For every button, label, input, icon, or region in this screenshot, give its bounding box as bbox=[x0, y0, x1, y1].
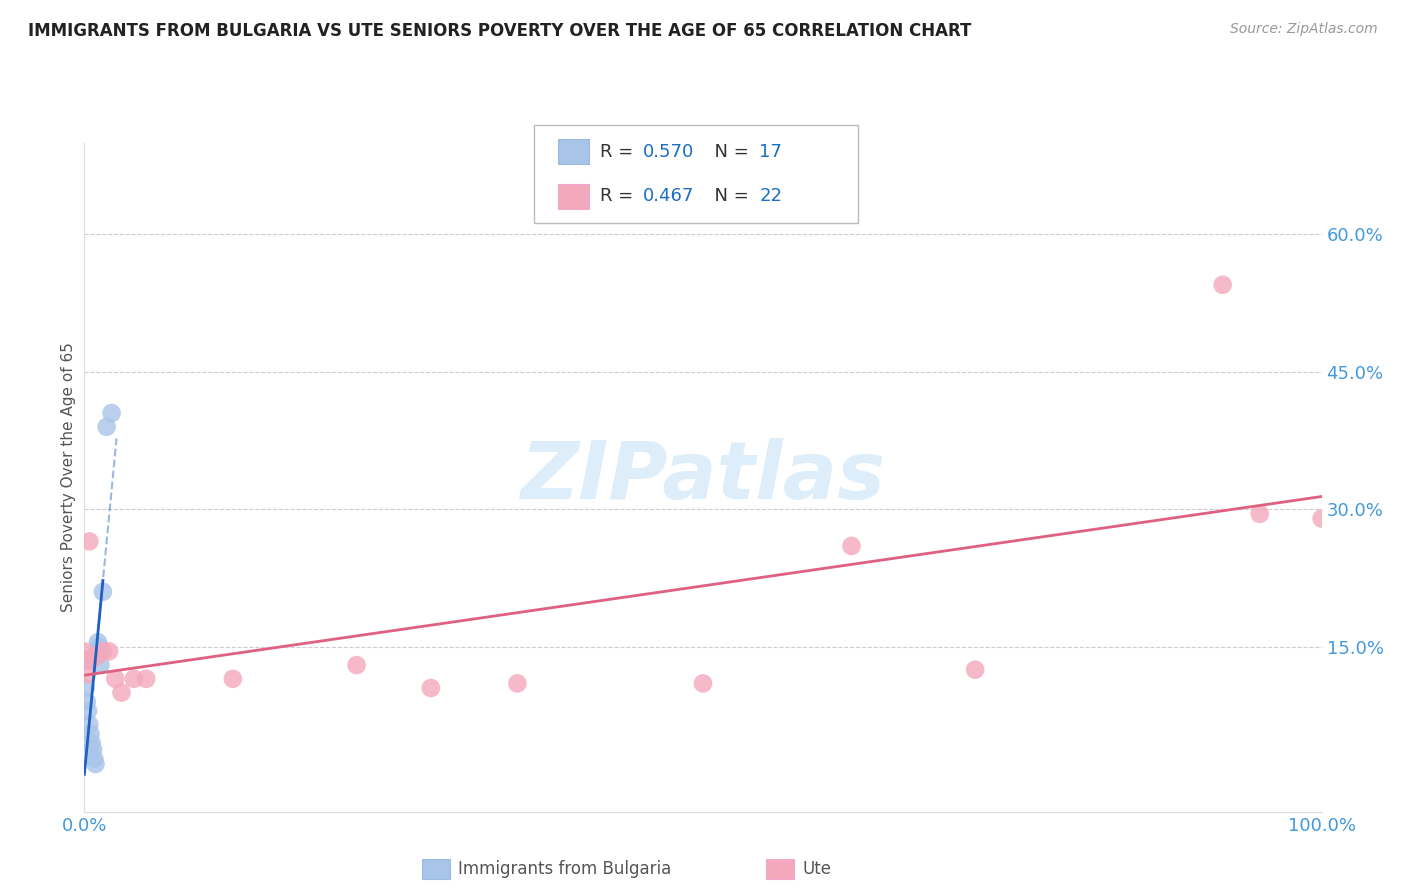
Point bbox=[135, 672, 157, 686]
Point bbox=[346, 658, 368, 673]
Text: N =: N = bbox=[703, 187, 755, 205]
Point bbox=[110, 685, 132, 699]
Point bbox=[79, 534, 101, 549]
Point bbox=[692, 676, 714, 690]
Point bbox=[76, 667, 98, 681]
Y-axis label: Seniors Poverty Over the Age of 65: Seniors Poverty Over the Age of 65 bbox=[60, 343, 76, 612]
Point bbox=[1249, 507, 1271, 521]
Point bbox=[104, 672, 127, 686]
Text: IMMIGRANTS FROM BULGARIA VS UTE SENIORS POVERTY OVER THE AGE OF 65 CORRELATION C: IMMIGRANTS FROM BULGARIA VS UTE SENIORS … bbox=[28, 22, 972, 40]
Point bbox=[73, 653, 96, 667]
Point bbox=[1212, 277, 1234, 292]
Point bbox=[98, 644, 121, 658]
Point bbox=[84, 757, 107, 772]
Point bbox=[965, 663, 987, 677]
Text: R =: R = bbox=[600, 143, 640, 161]
Point bbox=[96, 419, 118, 434]
Point bbox=[83, 751, 105, 765]
Point bbox=[79, 727, 101, 741]
Point bbox=[89, 640, 111, 654]
Point bbox=[419, 681, 441, 695]
Text: N =: N = bbox=[703, 143, 755, 161]
Point bbox=[87, 635, 110, 649]
Point bbox=[82, 742, 104, 756]
Point bbox=[91, 584, 114, 599]
Point bbox=[75, 681, 97, 695]
Point bbox=[86, 648, 108, 663]
Text: Ute: Ute bbox=[803, 860, 832, 878]
Point bbox=[122, 672, 145, 686]
Point bbox=[222, 672, 245, 686]
Text: Immigrants from Bulgaria: Immigrants from Bulgaria bbox=[458, 860, 672, 878]
Point bbox=[100, 406, 122, 420]
Point bbox=[79, 717, 101, 731]
Text: R =: R = bbox=[600, 187, 640, 205]
Point bbox=[1310, 511, 1333, 525]
Point bbox=[506, 676, 529, 690]
Point bbox=[91, 644, 114, 658]
Text: 22: 22 bbox=[759, 187, 782, 205]
Point bbox=[86, 648, 108, 663]
Text: 0.467: 0.467 bbox=[643, 187, 695, 205]
Point bbox=[83, 648, 105, 663]
Text: Source: ZipAtlas.com: Source: ZipAtlas.com bbox=[1230, 22, 1378, 37]
Point bbox=[79, 653, 101, 667]
Text: 17: 17 bbox=[759, 143, 782, 161]
Point bbox=[73, 644, 96, 658]
Text: 0.570: 0.570 bbox=[643, 143, 693, 161]
Point bbox=[841, 539, 863, 553]
Point bbox=[77, 704, 100, 718]
Text: ZIPatlas: ZIPatlas bbox=[520, 438, 886, 516]
Point bbox=[76, 695, 98, 709]
Point bbox=[89, 658, 111, 673]
Point bbox=[80, 736, 103, 750]
